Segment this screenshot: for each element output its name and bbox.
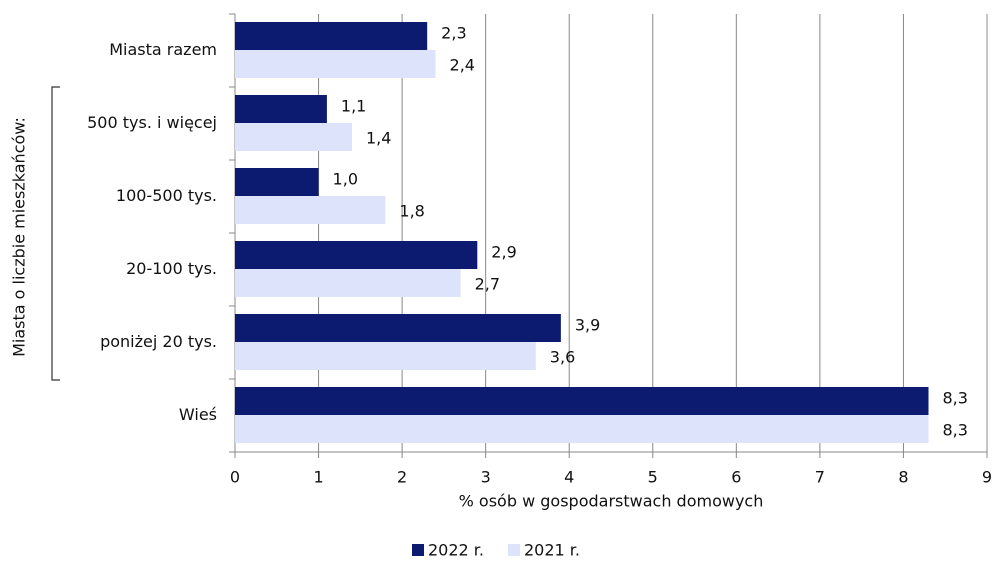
x-tick-label: 1: [313, 468, 323, 487]
x-tick-label: 5: [648, 468, 658, 487]
x-tick-label: 6: [731, 468, 741, 487]
value-label: 1,8: [399, 202, 424, 221]
bar: [235, 95, 327, 123]
bar: [235, 123, 352, 151]
value-label: 1,1: [341, 97, 366, 116]
bar: [235, 241, 478, 269]
y-tick-label: Miasta razem: [109, 40, 217, 59]
x-tick-label: 4: [564, 468, 574, 487]
x-tick-label: 9: [982, 468, 992, 487]
bar: [235, 314, 561, 342]
y-tick-label: Wieś: [179, 405, 217, 424]
x-tick-label: 7: [815, 468, 825, 487]
value-label: 2,3: [441, 24, 466, 43]
x-tick-label: 2: [397, 468, 407, 487]
value-label: 8,3: [943, 421, 968, 440]
y-tick-label: 100-500 tys.: [116, 186, 217, 205]
value-label: 3,6: [550, 348, 575, 367]
bar: [235, 196, 386, 224]
legend-swatch: [508, 544, 520, 556]
value-label: 1,0: [333, 170, 358, 189]
value-label: 2,9: [491, 243, 516, 262]
value-label: 2,4: [450, 56, 475, 75]
bar: [235, 387, 929, 415]
x-tick-label: 8: [898, 468, 908, 487]
bar: [235, 269, 461, 297]
legend-swatch: [412, 544, 424, 556]
bar: [235, 50, 436, 78]
value-label: 2,7: [475, 275, 500, 294]
y-tick-label: 20-100 tys.: [126, 259, 217, 278]
bar: [235, 415, 929, 443]
x-tick-label: 0: [230, 468, 240, 487]
legend-label: 2021 r.: [524, 541, 580, 560]
value-label: 1,4: [366, 129, 391, 148]
bar: [235, 168, 319, 196]
value-label: 8,3: [943, 389, 968, 408]
bar: [235, 342, 536, 370]
bar: [235, 22, 428, 50]
legend-label: 2022 r.: [428, 541, 484, 560]
y-tick-label: poniżej 20 tys.: [100, 332, 217, 351]
group-label: Miasta o liczbie mieszkańców:: [10, 117, 29, 357]
y-tick-label: 500 tys. i więcej: [87, 113, 217, 132]
group-bracket: [51, 86, 60, 381]
x-axis-title: % osób w gospodarstwach domowych: [459, 492, 764, 511]
value-label: 3,9: [575, 316, 600, 335]
x-tick-label: 3: [481, 468, 491, 487]
